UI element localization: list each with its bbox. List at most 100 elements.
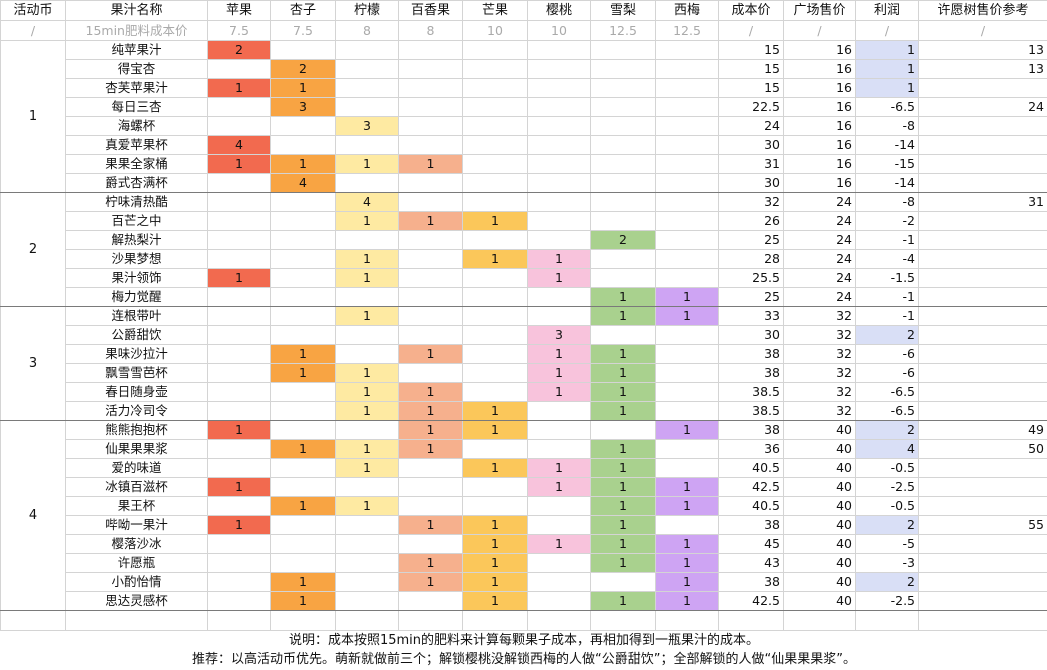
header-cell: 活动币 [0, 0, 66, 21]
juice-row: 爵式杏满杯 4 30 16 -14 [1, 173, 1047, 193]
wish-tree-price [918, 382, 1047, 402]
juice-name: 思达灵感杯 [65, 591, 208, 611]
fruit-amount: 1 [335, 439, 399, 459]
fruit-amount: 1 [462, 572, 528, 592]
fruit-amount [590, 59, 656, 79]
fruit-amount [655, 344, 719, 364]
fruit-amount [398, 78, 463, 98]
fruit-amount: 1 [655, 477, 719, 497]
cost: 25 [718, 287, 784, 307]
note-row: 推荐：以高活动币优先。萌新就做前三个；解锁樱桃没解锁西梅的人做“公爵甜饮”；全部… [1, 650, 1047, 669]
profit: -6 [855, 344, 919, 364]
fruit-amount: 1 [655, 591, 719, 611]
header-cell: 雪梨 [590, 0, 656, 21]
juice-row: 百芒之中 1 1 1 26 24 -2 [1, 211, 1047, 231]
fruit-amount [207, 116, 271, 136]
fruit-amount [207, 211, 271, 231]
fruit-amount: 1 [527, 363, 591, 383]
fruit-amount [207, 287, 271, 307]
profit: -4 [855, 249, 919, 269]
fruit-amount [207, 344, 271, 364]
fruit-amount: 1 [398, 515, 463, 535]
fruit-amount [270, 515, 336, 535]
fruit-amount [590, 154, 656, 174]
fruit-amount [335, 230, 399, 250]
fruit-amount: 1 [590, 458, 656, 478]
cost: 38.5 [718, 382, 784, 402]
fruit-amount [527, 154, 591, 174]
fruit-amount: 1 [590, 306, 656, 326]
fruit-amount [207, 97, 271, 117]
fruit-amount [462, 439, 528, 459]
fruit-amount [655, 401, 719, 421]
juice-row: 活力冷司令 1 1 1 1 38.5 32 -6.5 [1, 401, 1047, 421]
fruit-amount: 1 [335, 211, 399, 231]
profit: 2 [855, 325, 919, 345]
fruit-amount [207, 496, 271, 516]
fruit-amount: 1 [398, 572, 463, 592]
fruit-amount [655, 97, 719, 117]
fruit-amount [590, 249, 656, 269]
fruit-amount: 1 [655, 420, 719, 440]
fruit-amount [398, 496, 463, 516]
fruit-amount: 1 [590, 477, 656, 497]
juice-name: 每日三杏 [65, 97, 208, 117]
fruit-amount: 3 [527, 325, 591, 345]
header-cell: 成本价 [718, 0, 784, 21]
juice-name: 沙果梦想 [65, 249, 208, 269]
juice-name: 公爵甜饮 [65, 325, 208, 345]
fruit-amount [398, 477, 463, 497]
wish-tree-price [918, 173, 1047, 193]
fertilizer-cost-cell: 12.5 [655, 20, 719, 41]
fruit-amount [590, 97, 656, 117]
fruit-amount: 1 [335, 268, 399, 288]
fruit-amount [655, 173, 719, 193]
fruit-amount [335, 572, 399, 592]
fruit-amount [270, 287, 336, 307]
header-cell: 西梅 [655, 0, 719, 21]
juice-row: 冰镇百滋杯 1 1 1 1 42.5 40 -2.5 [1, 477, 1047, 497]
fruit-amount: 1 [335, 401, 399, 421]
header-cell: 果汁名称 [65, 0, 208, 21]
fruit-amount: 4 [207, 135, 271, 155]
profit: -1.5 [855, 268, 919, 288]
fruit-amount [655, 211, 719, 231]
blank-cell [918, 610, 1047, 631]
juice-row: 哔呦一果汁 1 1 1 1 38 40 2 55 [1, 515, 1047, 535]
fruit-amount [207, 306, 271, 326]
fruit-amount: 1 [335, 154, 399, 174]
fruit-amount [527, 78, 591, 98]
cost: 38 [718, 344, 784, 364]
fruit-amount [335, 59, 399, 79]
juice-name: 春日随身壶 [65, 382, 208, 402]
header-cell: 柠檬 [335, 0, 399, 21]
cost: 30 [718, 135, 784, 155]
juice-name: 纯苹果汁 [65, 40, 208, 60]
profit: 2 [855, 515, 919, 535]
fruit-amount [398, 173, 463, 193]
fruit-amount [270, 249, 336, 269]
wish-tree-price: 31 [918, 192, 1047, 212]
fruit-amount: 1 [462, 515, 528, 535]
fruit-amount: 1 [590, 363, 656, 383]
fruit-amount: 1 [207, 78, 271, 98]
fruit-amount: 1 [270, 591, 336, 611]
fruit-amount [527, 59, 591, 79]
cost: 40.5 [718, 496, 784, 516]
juice-name: 梅力觉醒 [65, 287, 208, 307]
fruit-amount [527, 496, 591, 516]
blank-cell [0, 610, 66, 631]
plaza-price: 24 [783, 268, 856, 288]
fruit-amount [462, 116, 528, 136]
fruit-amount [398, 306, 463, 326]
fruit-amount [398, 591, 463, 611]
profit: -5 [855, 534, 919, 554]
juice-name: 熊熊抱抱杯 [65, 420, 208, 440]
fruit-amount: 1 [527, 477, 591, 497]
juice-name: 小酌怡情 [65, 572, 208, 592]
fruit-amount [462, 192, 528, 212]
fruit-amount: 3 [270, 97, 336, 117]
fruit-amount [655, 116, 719, 136]
fruit-amount: 1 [527, 458, 591, 478]
blank-cell [207, 610, 271, 631]
